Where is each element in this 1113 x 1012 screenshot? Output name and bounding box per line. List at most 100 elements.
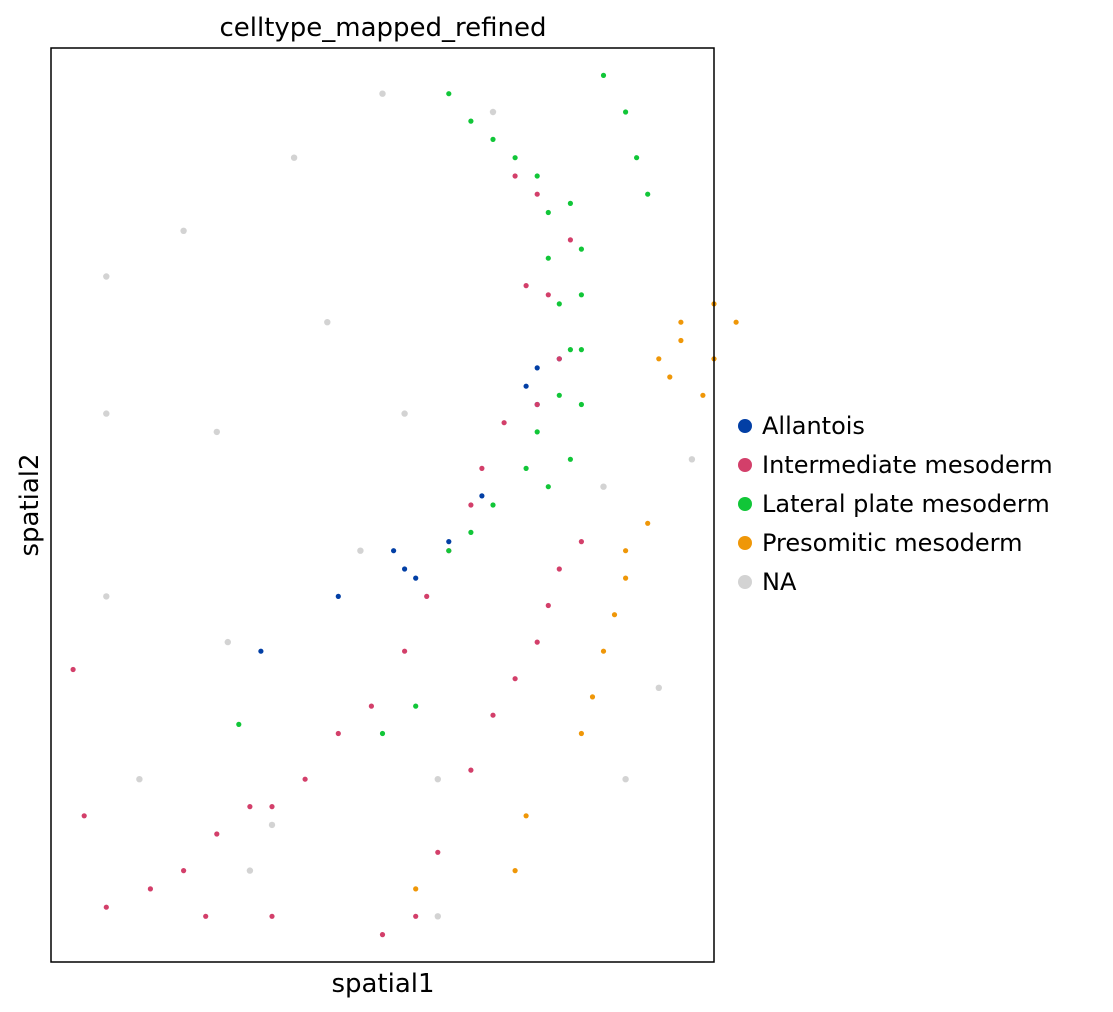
point-lateral-plate-mesoderm bbox=[523, 465, 529, 471]
point-intermediate-mesoderm bbox=[534, 639, 540, 645]
point-lateral-plate-mesoderm bbox=[645, 191, 651, 197]
point-na bbox=[103, 410, 110, 417]
point-lateral-plate-mesoderm bbox=[545, 255, 551, 261]
point-na bbox=[246, 867, 254, 874]
point-intermediate-mesoderm bbox=[247, 804, 253, 810]
point-intermediate-mesoderm bbox=[181, 868, 187, 874]
point-intermediate-mesoderm bbox=[335, 730, 341, 737]
point-presomitic-mesoderm bbox=[656, 356, 662, 362]
x-axis-label: spatial1 bbox=[331, 969, 434, 999]
point-presomitic-mesoderm bbox=[523, 813, 529, 819]
point-intermediate-mesoderm bbox=[269, 804, 275, 810]
axes-frame bbox=[50, 47, 715, 963]
point-na bbox=[434, 913, 441, 920]
plot-area bbox=[70, 72, 739, 938]
point-intermediate-mesoderm bbox=[523, 283, 529, 289]
point-lateral-plate-mesoderm bbox=[236, 721, 242, 728]
point-intermediate-mesoderm bbox=[147, 886, 153, 892]
point-intermediate-mesoderm bbox=[534, 401, 540, 408]
point-lateral-plate-mesoderm bbox=[490, 502, 496, 508]
legend-item: Presomitic mesoderm bbox=[738, 529, 1022, 557]
point-na bbox=[224, 638, 231, 646]
point-lateral-plate-mesoderm bbox=[578, 401, 585, 408]
legend-label-allantois: Allantois bbox=[762, 412, 865, 440]
point-lateral-plate-mesoderm bbox=[556, 301, 562, 307]
point-presomitic-mesoderm bbox=[645, 520, 651, 526]
point-lateral-plate-mesoderm bbox=[446, 548, 452, 554]
point-intermediate-mesoderm bbox=[269, 913, 275, 919]
point-intermediate-mesoderm bbox=[567, 237, 574, 243]
point-na bbox=[180, 227, 187, 234]
point-intermediate-mesoderm bbox=[545, 602, 551, 609]
point-allantois bbox=[523, 383, 529, 389]
y-axis-label: spatial2 bbox=[15, 453, 45, 556]
legend-label-presomitic-mesoderm: Presomitic mesoderm bbox=[762, 529, 1022, 557]
chart-title: celltype_mapped_refined bbox=[219, 13, 546, 43]
point-intermediate-mesoderm bbox=[70, 666, 76, 673]
point-lateral-plate-mesoderm bbox=[534, 429, 540, 435]
legend-marker-presomitic-mesoderm bbox=[738, 536, 752, 550]
point-lateral-plate-mesoderm bbox=[556, 392, 562, 398]
point-lateral-plate-mesoderm bbox=[634, 155, 640, 161]
point-lateral-plate-mesoderm bbox=[578, 292, 585, 298]
point-intermediate-mesoderm bbox=[556, 566, 562, 572]
point-lateral-plate-mesoderm bbox=[545, 209, 551, 216]
point-na bbox=[213, 428, 220, 436]
legend-marker-na bbox=[738, 575, 752, 589]
point-intermediate-mesoderm bbox=[512, 173, 518, 179]
point-allantois bbox=[391, 548, 397, 554]
point-na bbox=[103, 593, 110, 600]
point-lateral-plate-mesoderm bbox=[379, 730, 386, 737]
point-lateral-plate-mesoderm bbox=[567, 200, 574, 206]
point-lateral-plate-mesoderm bbox=[545, 484, 551, 490]
point-presomitic-mesoderm bbox=[623, 548, 629, 554]
point-lateral-plate-mesoderm bbox=[490, 136, 496, 142]
point-intermediate-mesoderm bbox=[302, 776, 308, 782]
point-presomitic-mesoderm bbox=[623, 575, 629, 581]
point-allantois bbox=[258, 648, 264, 654]
point-na bbox=[622, 776, 629, 783]
point-intermediate-mesoderm bbox=[468, 767, 474, 773]
point-intermediate-mesoderm bbox=[203, 913, 209, 919]
point-na bbox=[489, 108, 497, 116]
point-allantois bbox=[413, 575, 419, 581]
point-lateral-plate-mesoderm bbox=[578, 246, 585, 252]
point-na bbox=[290, 154, 298, 161]
point-intermediate-mesoderm bbox=[424, 593, 430, 600]
point-allantois bbox=[402, 566, 408, 572]
point-na bbox=[655, 684, 662, 691]
point-intermediate-mesoderm bbox=[402, 648, 408, 654]
point-intermediate-mesoderm bbox=[501, 420, 507, 426]
legend-item: Intermediate mesoderm bbox=[738, 451, 1053, 479]
point-presomitic-mesoderm bbox=[600, 648, 607, 654]
point-intermediate-mesoderm bbox=[468, 502, 474, 508]
point-lateral-plate-mesoderm bbox=[468, 529, 474, 536]
point-allantois bbox=[479, 493, 485, 499]
point-presomitic-mesoderm bbox=[578, 730, 585, 737]
point-presomitic-mesoderm bbox=[667, 374, 673, 380]
point-intermediate-mesoderm bbox=[81, 813, 87, 819]
point-intermediate-mesoderm bbox=[534, 191, 540, 197]
point-intermediate-mesoderm bbox=[490, 712, 496, 718]
legend: Allantois Intermediate mesoderm Lateral … bbox=[738, 412, 1053, 596]
legend-label-intermediate-mesoderm: Intermediate mesoderm bbox=[762, 451, 1053, 479]
point-presomitic-mesoderm bbox=[733, 319, 739, 325]
point-allantois bbox=[446, 539, 452, 545]
legend-label-lateral-plate-mesoderm: Lateral plate mesoderm bbox=[762, 490, 1050, 518]
legend-marker-intermediate-mesoderm bbox=[738, 458, 752, 472]
point-lateral-plate-mesoderm bbox=[567, 456, 574, 462]
legend-item: Lateral plate mesoderm bbox=[738, 490, 1050, 518]
point-intermediate-mesoderm bbox=[214, 831, 220, 837]
legend-item: Allantois bbox=[738, 412, 865, 440]
point-presomitic-mesoderm bbox=[589, 694, 596, 700]
point-presomitic-mesoderm bbox=[678, 337, 684, 344]
point-na bbox=[401, 410, 408, 417]
point-lateral-plate-mesoderm bbox=[413, 703, 419, 709]
legend-marker-allantois bbox=[738, 419, 752, 433]
legend-label-na: NA bbox=[762, 568, 797, 596]
point-intermediate-mesoderm bbox=[435, 849, 441, 855]
point-intermediate-mesoderm bbox=[545, 292, 551, 298]
point-lateral-plate-mesoderm bbox=[600, 72, 607, 78]
point-intermediate-mesoderm bbox=[512, 676, 518, 682]
point-na bbox=[103, 273, 110, 280]
